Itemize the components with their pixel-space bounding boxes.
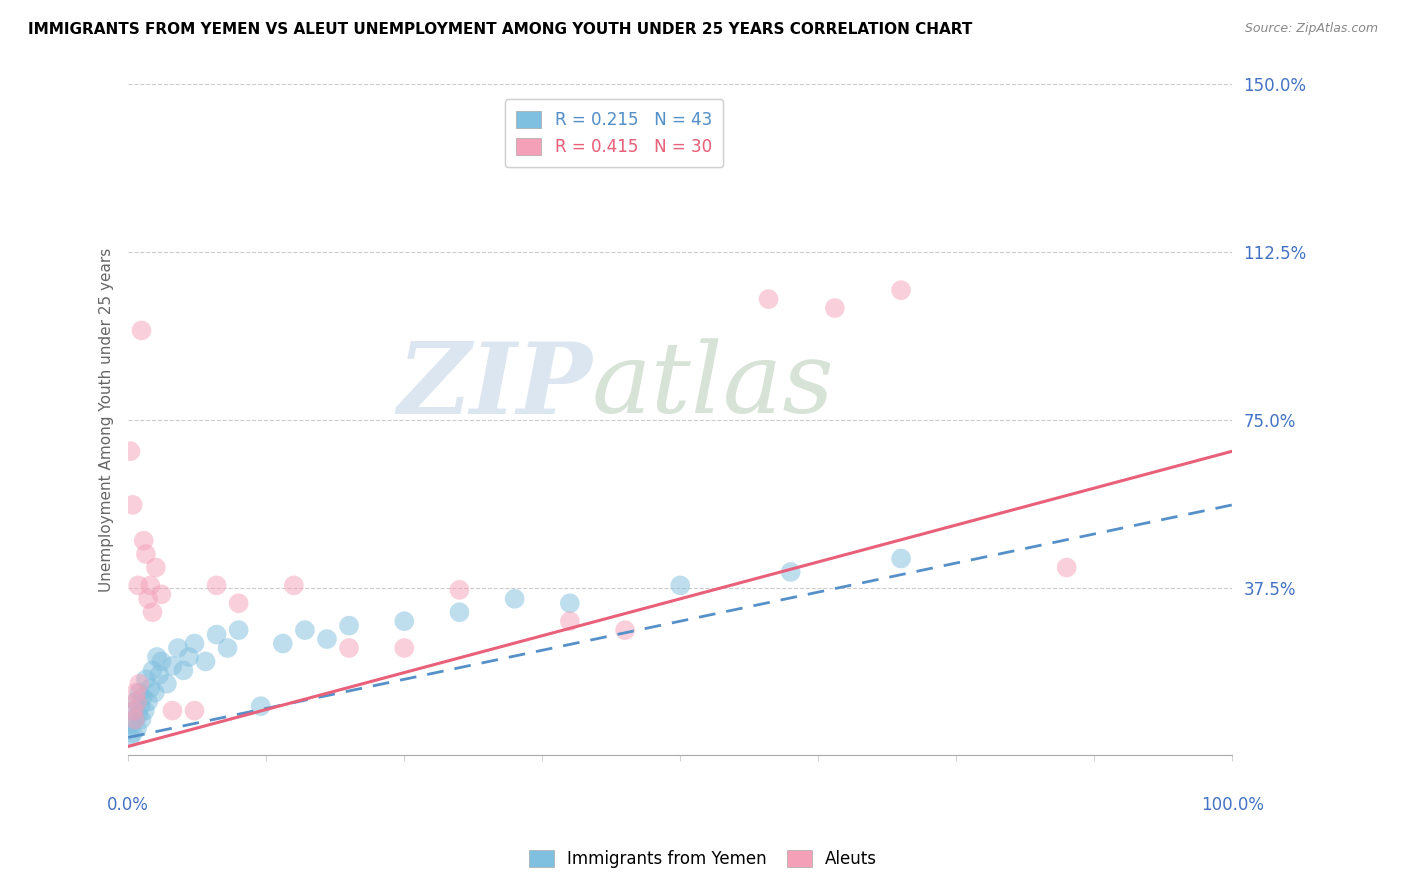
Text: 0.0%: 0.0%	[107, 796, 149, 814]
Point	[139, 578, 162, 592]
Point	[449, 582, 471, 597]
Point	[143, 686, 166, 700]
Point	[316, 632, 339, 646]
Point	[131, 323, 153, 337]
Point	[121, 717, 143, 731]
Point	[503, 591, 526, 606]
Point	[183, 704, 205, 718]
Point	[141, 605, 163, 619]
Point	[758, 292, 780, 306]
Point	[294, 623, 316, 637]
Point	[148, 668, 170, 682]
Point	[249, 699, 271, 714]
Point	[131, 690, 153, 705]
Point	[121, 726, 143, 740]
Text: Source: ZipAtlas.com: Source: ZipAtlas.com	[1244, 22, 1378, 36]
Point	[449, 605, 471, 619]
Point	[779, 565, 801, 579]
Point	[131, 713, 153, 727]
Point	[271, 636, 294, 650]
Point	[162, 704, 184, 718]
Point	[394, 640, 416, 655]
Text: 100.0%: 100.0%	[1201, 796, 1264, 814]
Point	[1056, 560, 1078, 574]
Point	[146, 649, 169, 664]
Point	[194, 655, 217, 669]
Point	[172, 664, 194, 678]
Point	[228, 623, 250, 637]
Point	[128, 686, 150, 700]
Text: atlas: atlas	[592, 339, 835, 434]
Point	[558, 614, 581, 628]
Point	[177, 649, 200, 664]
Point	[283, 578, 305, 592]
Point	[122, 704, 145, 718]
Point	[135, 673, 157, 687]
Point	[125, 695, 148, 709]
Point	[183, 636, 205, 650]
Point	[150, 587, 173, 601]
Point	[124, 713, 146, 727]
Legend: Immigrants from Yemen, Aleuts: Immigrants from Yemen, Aleuts	[522, 843, 884, 875]
Point	[136, 695, 159, 709]
Point	[558, 596, 581, 610]
Point	[128, 677, 150, 691]
Point	[150, 655, 173, 669]
Point	[890, 551, 912, 566]
Point	[121, 498, 143, 512]
Point	[120, 731, 142, 745]
Point	[132, 533, 155, 548]
Point	[120, 444, 142, 458]
Point	[134, 704, 156, 718]
Point	[122, 704, 145, 718]
Y-axis label: Unemployment Among Youth under 25 years: Unemployment Among Youth under 25 years	[100, 248, 114, 592]
Point	[125, 722, 148, 736]
Point	[129, 699, 152, 714]
Point	[217, 640, 239, 655]
Point	[156, 677, 179, 691]
Point	[127, 578, 149, 592]
Point	[124, 713, 146, 727]
Point	[135, 547, 157, 561]
Point	[125, 686, 148, 700]
Point	[162, 659, 184, 673]
Point	[136, 591, 159, 606]
Point	[394, 614, 416, 628]
Point	[205, 578, 228, 592]
Point	[614, 623, 637, 637]
Point	[228, 596, 250, 610]
Point	[890, 283, 912, 297]
Point	[145, 560, 167, 574]
Legend: R = 0.215   N = 43, R = 0.415   N = 30: R = 0.215 N = 43, R = 0.415 N = 30	[505, 100, 724, 168]
Text: IMMIGRANTS FROM YEMEN VS ALEUT UNEMPLOYMENT AMONG YOUTH UNDER 25 YEARS CORRELATI: IMMIGRANTS FROM YEMEN VS ALEUT UNEMPLOYM…	[28, 22, 973, 37]
Point	[337, 618, 360, 632]
Point	[141, 664, 163, 678]
Point	[824, 301, 846, 315]
Point	[669, 578, 692, 592]
Point	[139, 681, 162, 696]
Point	[127, 708, 149, 723]
Text: ZIP: ZIP	[396, 338, 592, 434]
Point	[167, 640, 190, 655]
Point	[337, 640, 360, 655]
Point	[125, 695, 148, 709]
Point	[205, 627, 228, 641]
